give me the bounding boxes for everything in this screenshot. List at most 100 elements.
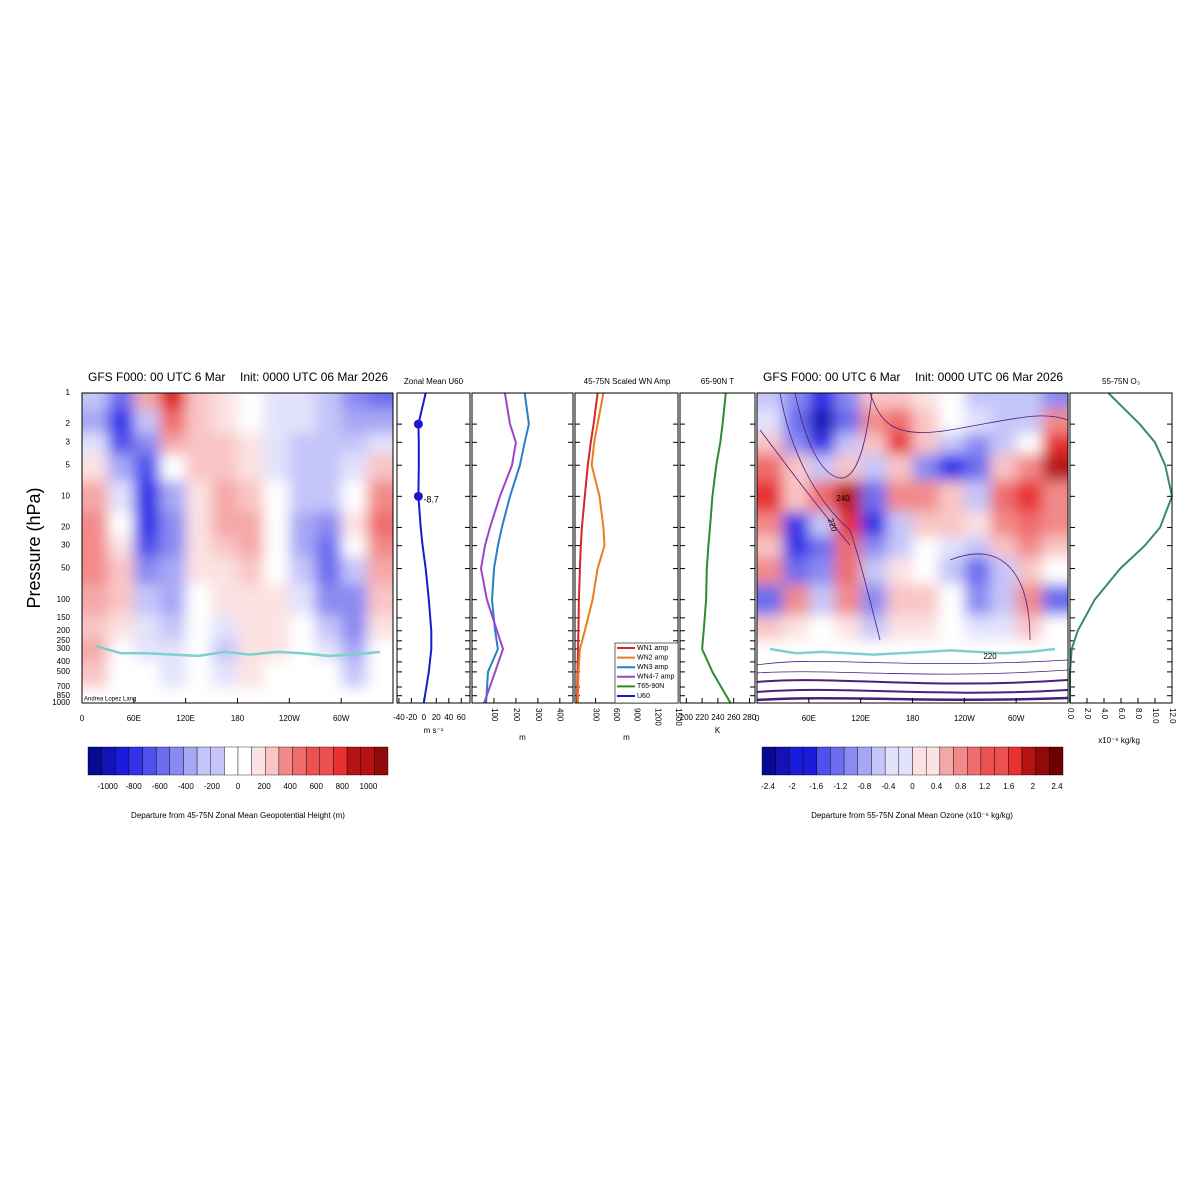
heatmap-cell	[315, 660, 342, 688]
x-axis-title: K	[715, 726, 721, 735]
colorbar-swatch	[360, 746, 375, 776]
x-tick-label: 60	[457, 713, 466, 722]
colorbar-tick-label: -0.8	[857, 782, 871, 791]
heatmap-cell	[964, 408, 991, 434]
heatmap-cell	[860, 480, 888, 513]
y-tick-label: 700	[57, 682, 71, 691]
heatmap-cell	[938, 511, 965, 538]
heatmap-cell	[834, 480, 862, 513]
heatmap-cell	[107, 687, 135, 703]
heatmap-cell	[237, 433, 264, 455]
heatmap-cell	[107, 557, 135, 585]
x-tick-label: 120E	[851, 714, 870, 723]
colorbar-swatch	[980, 746, 995, 776]
heatmap-cell	[938, 453, 965, 482]
colorbar-swatch	[142, 746, 157, 776]
heatmap-cell	[964, 639, 991, 661]
heatmap-cell	[757, 615, 784, 641]
heatmap-cell	[341, 615, 368, 641]
heatmap-cell	[211, 639, 238, 661]
heatmap-cell	[1016, 511, 1043, 538]
colorbar-tick-label: -600	[152, 782, 169, 791]
heatmap-cell	[82, 433, 109, 455]
heatmap-cell	[263, 511, 290, 538]
heatmap-cell	[82, 687, 109, 703]
heatmap-cell	[938, 480, 965, 513]
heatmap-cell	[782, 511, 810, 538]
heatmap-cell	[159, 536, 187, 558]
heatmap-cell	[782, 557, 810, 585]
heatmap-cell	[185, 511, 213, 538]
x-tick-label: 60E	[127, 714, 141, 723]
heatmap-cell	[757, 393, 784, 410]
heatmap-cell	[367, 660, 393, 688]
colorbar-tick-label: -200	[204, 782, 221, 791]
panel-frame	[756, 392, 1069, 704]
heatmap-cell	[757, 408, 784, 434]
heatmap-cell	[834, 557, 862, 585]
heatmap-cell	[757, 511, 784, 538]
colorbar-tick-label: 800	[336, 782, 350, 791]
heatmap-cell	[107, 584, 135, 616]
colorbar-swatch	[1021, 746, 1036, 776]
colorbar-tick-label: 0.8	[955, 782, 967, 791]
heatmap-cell	[912, 584, 939, 616]
heatmap-cell	[938, 536, 965, 558]
colorbar-tick-label: 1000	[360, 782, 378, 791]
heatmap-cell	[757, 536, 784, 558]
x-axis-title: m	[519, 733, 526, 742]
colorbar-swatch	[830, 746, 845, 776]
colorbar-label: Departure from 55-75N Zonal Mean Ozone (…	[811, 811, 1013, 820]
heatmap-cells	[757, 393, 1068, 703]
heatmap-cell	[990, 584, 1017, 616]
heatmap-cell	[107, 480, 135, 513]
colorbar-swatch	[939, 746, 954, 776]
heatmap-cell	[757, 433, 784, 455]
heatmap-cell	[860, 408, 888, 434]
heatmap-cell	[834, 453, 862, 482]
heatmap-cell	[367, 687, 393, 703]
heatmap-cell	[185, 615, 213, 641]
heatmap-cell	[159, 660, 187, 688]
heatmap-cell	[82, 584, 109, 616]
heatmap-cell	[211, 453, 238, 482]
heatmap-cell	[834, 660, 862, 688]
heatmap-cell	[757, 639, 784, 661]
heatmap-cell	[133, 584, 161, 616]
x-tick-label: 0	[755, 714, 760, 723]
colorbar-swatch	[912, 746, 927, 776]
heatmap-cell	[808, 480, 836, 513]
heatmap-cell	[341, 639, 368, 661]
x-tick-label: 280	[743, 713, 757, 722]
x-tick-label: 20	[432, 713, 441, 722]
colorbar-tick-label: -1.6	[809, 782, 823, 791]
heatmap-cell	[964, 393, 991, 410]
x-tick-label: 400	[556, 708, 565, 722]
heatmap-cell	[1016, 660, 1043, 688]
heatmap-cell	[1042, 433, 1068, 455]
heatmap-cell	[860, 433, 888, 455]
heatmap-cell	[289, 687, 316, 703]
heatmap-cell	[808, 584, 836, 616]
heatmap-cell	[1016, 408, 1043, 434]
panel-frame	[1069, 392, 1173, 704]
heatmap-cell	[964, 480, 991, 513]
heatmap-cell	[782, 453, 810, 482]
heatmap-cell	[938, 615, 965, 641]
y-tick-label: 20	[61, 523, 70, 532]
profile-line	[576, 392, 599, 704]
heatmap-cell	[912, 408, 939, 434]
colorbar-tick-label: 200	[257, 782, 271, 791]
heatmap-cell	[964, 557, 991, 585]
colorbar-swatch	[1049, 746, 1064, 776]
colorbar-tick-label: 400	[283, 782, 297, 791]
heatmap-cell	[107, 433, 135, 455]
colorbar-swatch	[128, 746, 143, 776]
x-tick-label: 12.0	[1168, 708, 1177, 724]
heatmap-cell	[107, 393, 135, 410]
x-tick-label: 120W	[279, 714, 300, 723]
x-axis-title: x10⁻⁶ kg/kg	[1098, 736, 1140, 745]
heatmap-cell	[263, 433, 290, 455]
heatmap-cell	[185, 408, 213, 434]
heatmap-cell	[808, 393, 836, 410]
